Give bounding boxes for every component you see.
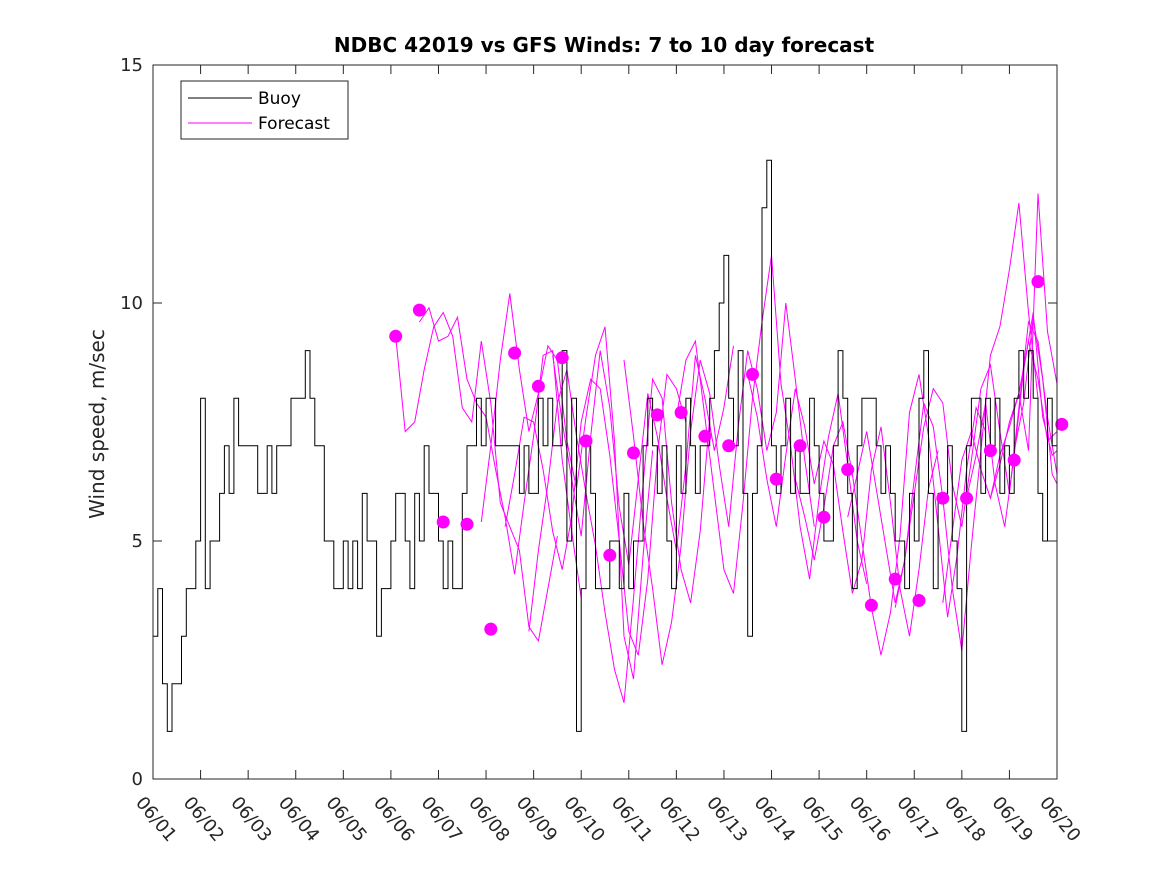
forecast-marker	[555, 351, 569, 365]
forecast-marker	[698, 429, 712, 443]
forecast-run-line	[552, 345, 734, 565]
legend: Buoy Forecast	[180, 80, 349, 140]
forecast-marker-group	[389, 275, 1069, 636]
y-tick-label: 10	[120, 293, 143, 314]
forecast-run-line	[747, 374, 939, 637]
forecast-marker	[1031, 275, 1045, 289]
plot-area: 06/0106/0206/0306/0406/0506/0606/0706/08…	[120, 55, 1085, 846]
y-axis: 0 5 10 15	[120, 55, 1057, 790]
forecast-marker	[793, 439, 807, 453]
forecast-marker	[508, 346, 522, 360]
forecast-marker	[1007, 453, 1021, 467]
forecast-marker	[888, 572, 902, 586]
forecast-marker	[746, 367, 759, 381]
forecast-marker	[817, 510, 831, 524]
y-tick-label: 0	[132, 769, 143, 790]
forecast-marker	[436, 515, 450, 529]
forecast-run-line	[794, 374, 987, 656]
forecast-marker	[627, 446, 640, 460]
forecast-marker	[460, 517, 474, 531]
legend-forecast-label: Forecast	[258, 114, 330, 134]
forecast-marker	[912, 594, 926, 607]
forecast-marker	[531, 379, 545, 393]
forecast-run-line	[504, 372, 687, 656]
forecast-run-line	[623, 302, 815, 665]
y-axis-label: Wind speed, m/sec	[85, 329, 109, 519]
forecast-run-line	[395, 311, 558, 643]
plot-frame	[152, 64, 1058, 780]
buoy-series-group	[153, 159, 1057, 732]
legend-buoy-label: Buoy	[258, 89, 301, 109]
forecast-marker	[936, 491, 950, 505]
forecast-marker	[864, 598, 878, 612]
y-tick-label: 5	[132, 531, 143, 552]
y-tick-label: 15	[120, 55, 143, 76]
forecast-marker	[603, 548, 617, 562]
forecast-run-line	[1013, 317, 1058, 485]
forecast-marker	[484, 622, 498, 636]
forecast-marker	[650, 408, 664, 422]
forecast-marker	[412, 303, 426, 317]
forecast-marker	[674, 406, 688, 419]
chart-title: NDBC 42019 vs GFS Winds: 7 to 10 day for…	[334, 33, 875, 57]
forecast-marker	[983, 444, 997, 458]
forecast-marker	[1055, 417, 1069, 431]
legend-box	[180, 80, 349, 140]
forecast-marker	[841, 463, 855, 477]
forecast-marker	[579, 434, 593, 448]
forecast-marker	[389, 329, 403, 343]
buoy-line	[153, 159, 1057, 732]
forecast-marker	[960, 491, 974, 505]
forecast-run-line	[894, 320, 1058, 608]
forecast-marker	[769, 472, 783, 486]
forecast-marker	[722, 439, 736, 453]
